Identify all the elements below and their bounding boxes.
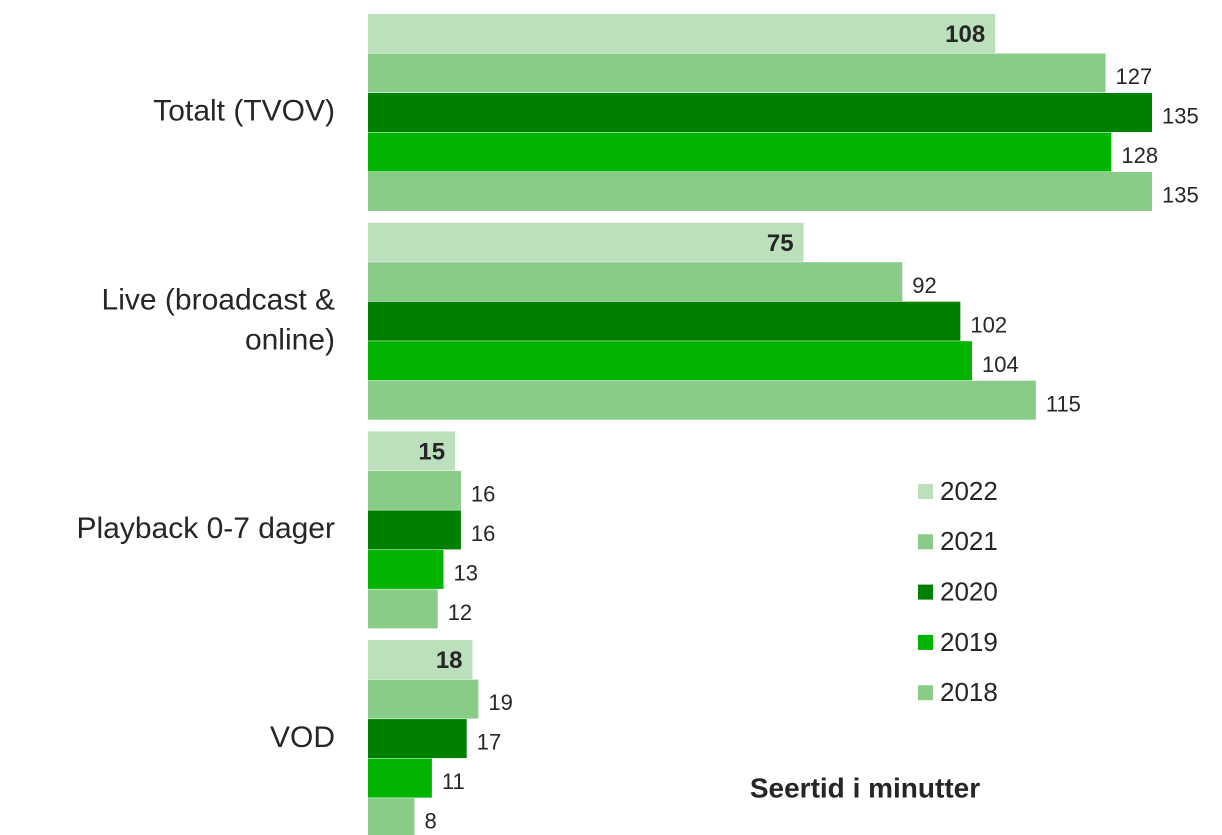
- legend-swatch: [918, 634, 933, 650]
- category-label: Totalt (TVOV): [153, 95, 335, 128]
- bar: [368, 510, 461, 550]
- bar: [368, 470, 461, 510]
- value-label: 75: [767, 230, 794, 257]
- value-label: 11: [442, 769, 465, 794]
- bar: [368, 758, 432, 798]
- value-label: 12: [448, 600, 472, 625]
- bar: [368, 549, 444, 589]
- category-label: Playback 0-7 dager: [77, 512, 336, 545]
- bar: [368, 14, 996, 53]
- legend-swatch: [918, 484, 933, 499]
- legend-label: 2019: [940, 627, 998, 657]
- value-label: 102: [970, 312, 1007, 337]
- value-label: 127: [1116, 64, 1153, 89]
- bar: [368, 719, 467, 759]
- bar: [368, 93, 1152, 132]
- bar: [368, 132, 1112, 172]
- bar: [368, 53, 1106, 93]
- legend-label: 2021: [940, 526, 998, 556]
- category-label: VOD: [270, 721, 335, 754]
- bar: [368, 222, 804, 262]
- value-label: 135: [1162, 104, 1199, 129]
- legend-label: 2022: [940, 476, 998, 506]
- legend-label: 2020: [940, 576, 998, 606]
- legend-label: 2018: [940, 677, 998, 707]
- value-label: 16: [471, 481, 495, 506]
- legend-swatch: [918, 584, 933, 600]
- value-label: 115: [1046, 391, 1081, 416]
- value-label: 17: [477, 730, 501, 755]
- bar: [368, 262, 903, 302]
- value-label: 135: [1162, 183, 1199, 208]
- value-label: 16: [471, 521, 495, 546]
- value-label: 8: [424, 809, 436, 834]
- value-label: 104: [982, 352, 1019, 377]
- value-label: 18: [436, 647, 463, 674]
- category-label: Live (broadcast & online): [102, 283, 335, 356]
- value-label: 15: [418, 438, 445, 465]
- value-label: 108: [945, 21, 985, 48]
- bar: [368, 380, 1036, 420]
- bar: [368, 640, 473, 680]
- bar: [368, 172, 1152, 211]
- value-label: 19: [488, 690, 512, 715]
- bar: [368, 679, 479, 719]
- bar: [368, 589, 438, 629]
- value-label: 92: [912, 273, 936, 298]
- value-label: 13: [453, 560, 477, 585]
- legend-swatch: [918, 534, 933, 550]
- bar: [368, 798, 415, 835]
- bar: [368, 341, 972, 381]
- bar: [368, 301, 961, 341]
- bar: [368, 431, 456, 471]
- value-label: 128: [1121, 143, 1158, 168]
- annotation: Seertid i minutter: [750, 772, 980, 803]
- legend-swatch: [918, 685, 933, 701]
